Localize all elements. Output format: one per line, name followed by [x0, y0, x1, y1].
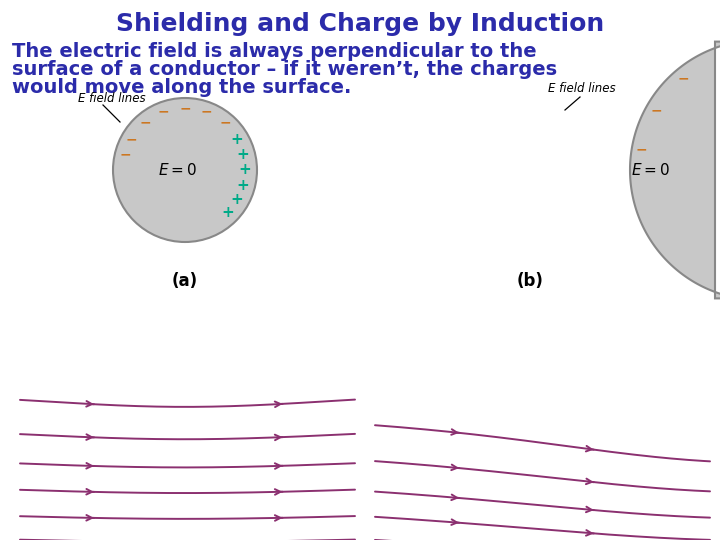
Text: E field lines: E field lines	[78, 91, 145, 105]
Text: +: +	[230, 132, 243, 147]
Text: would move along the surface.: would move along the surface.	[12, 78, 351, 97]
Polygon shape	[630, 42, 720, 299]
Text: −: −	[650, 103, 662, 117]
Text: $E = 0$: $E = 0$	[631, 162, 670, 178]
Text: E field lines: E field lines	[548, 82, 616, 94]
Text: −: −	[677, 71, 688, 85]
Text: −: −	[125, 132, 137, 146]
Text: +: +	[237, 147, 249, 162]
Text: surface of a conductor – if it weren’t, the charges: surface of a conductor – if it weren’t, …	[12, 60, 557, 79]
Text: −: −	[140, 116, 151, 130]
Text: +: +	[230, 192, 243, 207]
Text: −: −	[158, 105, 170, 119]
Text: The electric field is always perpendicular to the: The electric field is always perpendicul…	[12, 42, 536, 61]
Text: (b): (b)	[516, 272, 544, 290]
Text: Shielding and Charge by Induction: Shielding and Charge by Induction	[116, 12, 604, 36]
Text: +: +	[238, 163, 251, 178]
Text: −: −	[120, 147, 131, 161]
Circle shape	[113, 98, 257, 242]
Text: +: +	[237, 178, 249, 193]
Text: $E = 0$: $E = 0$	[158, 162, 197, 178]
Text: −: −	[200, 105, 212, 119]
Text: (a): (a)	[172, 272, 198, 290]
Text: −: −	[219, 116, 230, 130]
Text: −: −	[636, 142, 647, 156]
Text: +: +	[221, 205, 234, 220]
Text: −: −	[179, 101, 191, 115]
